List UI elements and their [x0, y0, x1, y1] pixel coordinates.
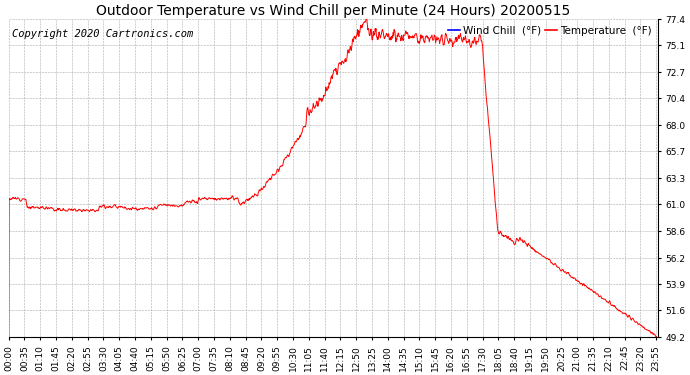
Title: Outdoor Temperature vs Wind Chill per Minute (24 Hours) 20200515: Outdoor Temperature vs Wind Chill per Mi…	[96, 4, 571, 18]
Legend: Wind Chill  (°F), Temperature  (°F): Wind Chill (°F), Temperature (°F)	[446, 24, 653, 37]
Text: Copyright 2020 Cartronics.com: Copyright 2020 Cartronics.com	[12, 29, 193, 39]
